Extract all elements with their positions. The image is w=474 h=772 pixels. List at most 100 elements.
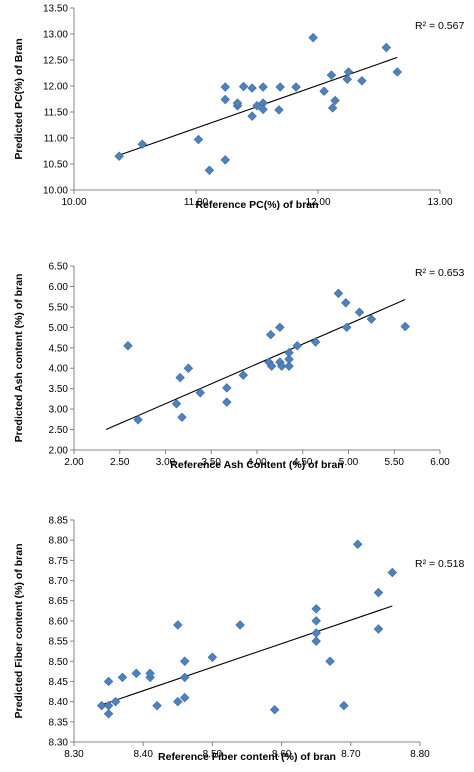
data-point: [311, 636, 321, 646]
data-point: [276, 361, 287, 371]
data-point: [326, 70, 337, 80]
data-point: [258, 104, 268, 115]
y-tick-label: 8.40: [49, 697, 69, 708]
data-point: [232, 98, 243, 108]
y-tick-label: 8.50: [49, 657, 69, 668]
chart-3-x-axis-title: Reference Fiber content (%) of bran: [158, 751, 336, 763]
chart-2-plot-area: 2.00 2.50 3.00 3.50 4.00 4.50 5.00 5.50 6.00 6.50…: [49, 262, 451, 469]
y-tick-label: 6.00: [49, 282, 69, 293]
data-point: [152, 700, 162, 711]
data-point: [311, 604, 321, 614]
data-point: [325, 656, 335, 666]
data-point: [220, 94, 231, 105]
y-tick-label: 8.55: [49, 637, 69, 648]
data-point: [247, 83, 257, 93]
data-point: [354, 307, 365, 317]
y-tick-label: 5.50: [49, 302, 69, 313]
y-tick-label: 3.00: [49, 405, 69, 416]
y-tick-label: 12.00: [43, 82, 68, 93]
data-point: [235, 620, 245, 630]
y-tick-label: 8.70: [49, 576, 69, 587]
y-tick-label: 10.50: [43, 160, 68, 171]
trendline: [105, 299, 406, 431]
data-point: [222, 383, 232, 393]
data-point: [366, 314, 377, 324]
data-point: [387, 567, 398, 578]
y-tick-label: 8.80: [49, 536, 69, 547]
data-point: [238, 81, 249, 92]
y-tick-label: 13.50: [43, 4, 68, 15]
data-point: [177, 412, 187, 423]
data-point: [343, 67, 354, 77]
x-tick-label: 8.30: [64, 749, 84, 760]
data-point: [222, 397, 232, 407]
x-tick-label: 4.00: [247, 457, 267, 468]
x-tick-label: 5.50: [385, 457, 405, 468]
y-tick-label: 4.50: [49, 343, 69, 354]
data-point: [193, 134, 204, 145]
data-point: [204, 165, 215, 175]
x-tick-label: 12.00: [305, 197, 330, 208]
y-tick-label: 8.85: [49, 516, 69, 527]
data-point: [137, 139, 148, 149]
data-point: [311, 628, 321, 638]
data-point: [341, 322, 352, 333]
chart-3-r2-label: R² = 0.518: [415, 558, 464, 570]
chart-2-x-axis-title: Reference Ash Content (%) of bran: [170, 459, 343, 471]
data-point: [266, 329, 276, 340]
data-point: [266, 361, 277, 371]
data-point: [327, 103, 338, 113]
data-point: [220, 82, 231, 92]
x-tick-label: 11.00: [184, 197, 209, 208]
y-tick-label: 8.75: [49, 556, 69, 567]
y-tick-label: 8.45: [49, 677, 69, 688]
y-tick-label: 12.50: [43, 56, 68, 67]
chart-1-plot-area: 10.00 10.50 11.00 11.50 12.00 12.50 13.00 13.50…: [43, 4, 453, 209]
data-point: [292, 341, 302, 351]
x-tick-label: 2.00: [64, 457, 84, 468]
data-point: [247, 111, 257, 121]
chart-2-r2-label: R² = 0.653: [415, 267, 464, 279]
data-point: [175, 372, 185, 383]
data-point: [171, 399, 182, 409]
x-tick-label: 5.00: [339, 457, 359, 468]
data-point: [103, 700, 114, 711]
y-tick-label: 11.00: [44, 134, 69, 145]
data-point: [114, 151, 124, 161]
y-tick-label: 8.30: [49, 738, 69, 749]
data-point: [179, 692, 190, 703]
chart-ash-content: 2.00 2.50 3.00 3.50 4.00 4.50 5.00 5.50 6.00 6.50…: [13, 262, 464, 472]
data-point: [275, 82, 285, 92]
data-point: [207, 652, 218, 662]
chart-protein-content: 10.00 10.50 11.00 11.50 12.00 12.50 13.00 13.50…: [13, 4, 464, 212]
data-point: [381, 42, 392, 53]
data-point: [311, 616, 321, 626]
data-point: [220, 155, 231, 165]
data-point: [269, 704, 280, 715]
data-point: [284, 361, 294, 371]
y-tick-label: 10.00: [43, 186, 68, 197]
chart-fiber-content: 8.30 8.35 8.40 8.45 8.50 8.55 8.60 8.65 8.70 8.75…: [13, 516, 464, 764]
data-point: [238, 370, 248, 380]
x-tick-label: 8.70: [341, 749, 361, 760]
data-point: [173, 696, 183, 707]
data-point: [103, 676, 114, 687]
data-point: [341, 298, 351, 308]
y-tick-label: 2.50: [49, 425, 69, 436]
x-tick-label: 2.50: [110, 457, 130, 468]
data-point: [333, 288, 344, 299]
y-tick-label: 4.00: [49, 364, 69, 375]
x-tick-label: 8.80: [410, 749, 430, 760]
chart-3-plot-area: 8.30 8.35 8.40 8.45 8.50 8.55 8.60 8.65 8.70 8.75…: [49, 516, 431, 761]
x-tick-label: 4.50: [293, 457, 313, 468]
x-tick-label: 3.50: [202, 457, 222, 468]
y-tick-label: 13.00: [43, 30, 68, 41]
data-point: [123, 341, 133, 351]
data-point: [183, 363, 194, 373]
data-point: [96, 700, 107, 711]
chart-1-r2-label: R² = 0.567: [415, 20, 464, 32]
data-point: [131, 668, 142, 679]
data-point: [373, 587, 384, 598]
x-tick-label: 8.40: [133, 749, 153, 760]
